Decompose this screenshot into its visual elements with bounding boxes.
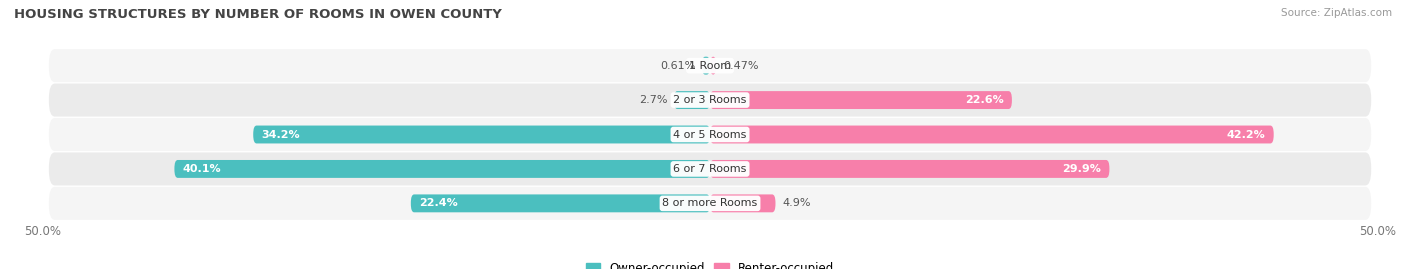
FancyBboxPatch shape [174,160,710,178]
FancyBboxPatch shape [411,194,710,212]
FancyBboxPatch shape [49,49,1371,82]
Text: 4.9%: 4.9% [782,198,811,208]
Legend: Owner-occupied, Renter-occupied: Owner-occupied, Renter-occupied [581,258,839,269]
Text: 0.47%: 0.47% [723,61,758,71]
Text: 4 or 5 Rooms: 4 or 5 Rooms [673,129,747,140]
FancyBboxPatch shape [710,57,716,75]
Text: 2.7%: 2.7% [638,95,668,105]
Text: HOUSING STRUCTURES BY NUMBER OF ROOMS IN OWEN COUNTY: HOUSING STRUCTURES BY NUMBER OF ROOMS IN… [14,8,502,21]
FancyBboxPatch shape [49,187,1371,220]
Text: 29.9%: 29.9% [1063,164,1101,174]
Text: Source: ZipAtlas.com: Source: ZipAtlas.com [1281,8,1392,18]
Text: 40.1%: 40.1% [183,164,221,174]
FancyBboxPatch shape [710,194,776,212]
FancyBboxPatch shape [710,91,1012,109]
Text: 22.6%: 22.6% [965,95,1004,105]
FancyBboxPatch shape [710,126,1274,143]
Text: 34.2%: 34.2% [262,129,299,140]
Text: 0.61%: 0.61% [659,61,695,71]
FancyBboxPatch shape [49,153,1371,185]
Text: 2 or 3 Rooms: 2 or 3 Rooms [673,95,747,105]
FancyBboxPatch shape [673,91,710,109]
Text: 8 or more Rooms: 8 or more Rooms [662,198,758,208]
FancyBboxPatch shape [702,57,710,75]
Text: 1 Room: 1 Room [689,61,731,71]
FancyBboxPatch shape [49,118,1371,151]
Text: 22.4%: 22.4% [419,198,457,208]
Text: 6 or 7 Rooms: 6 or 7 Rooms [673,164,747,174]
FancyBboxPatch shape [253,126,710,143]
FancyBboxPatch shape [710,160,1109,178]
Text: 42.2%: 42.2% [1227,129,1265,140]
FancyBboxPatch shape [49,84,1371,116]
